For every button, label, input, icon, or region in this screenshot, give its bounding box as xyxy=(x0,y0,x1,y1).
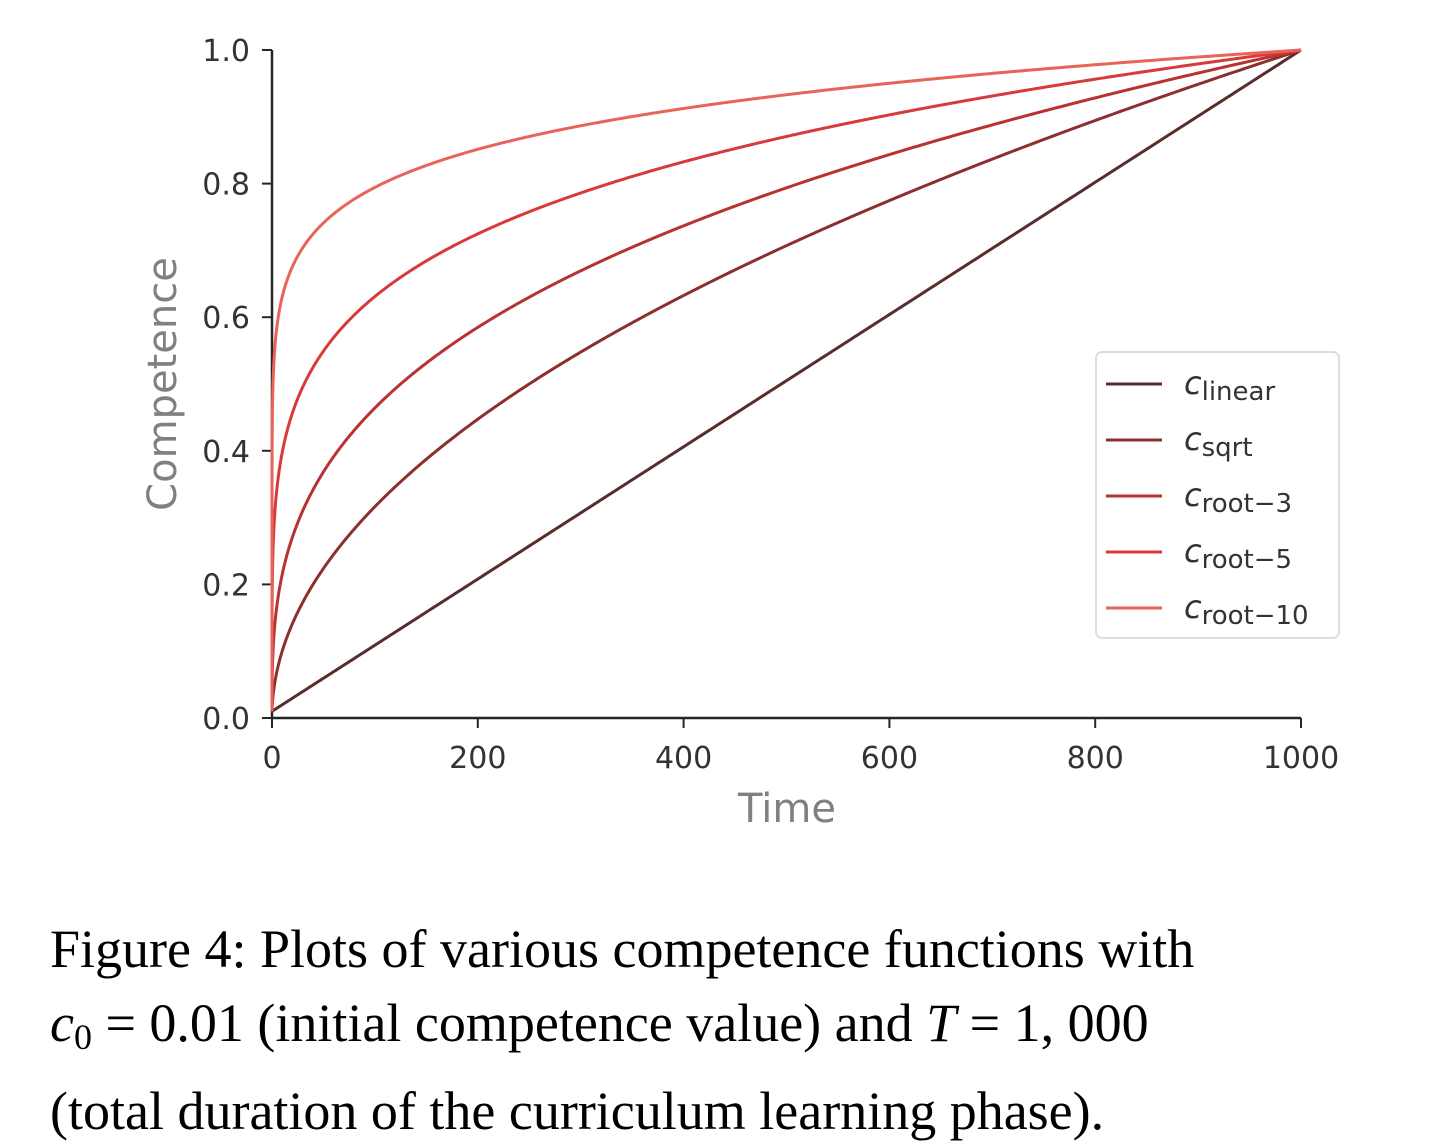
x-tick-label: 0 xyxy=(262,741,281,776)
y-tick-label: 0.2 xyxy=(202,568,250,603)
x-tick-label: 800 xyxy=(1067,741,1124,776)
caption-line-1: Figure 4: Plots of various competence fu… xyxy=(50,919,1195,979)
y-tick-label: 1.0 xyxy=(202,34,250,69)
legend-label-root−3: croot−3 xyxy=(1184,476,1292,519)
series-line-root−3 xyxy=(270,48,1302,712)
x-tick-label: 400 xyxy=(655,741,712,776)
series-line-linear xyxy=(270,48,1302,713)
series-line-sqrt xyxy=(270,48,1302,712)
ticks: 0 200 400 600 800 1000 0.0 0.2 0.4 0.6 0.8 1.0 xyxy=(202,34,1339,776)
legend-label-root−5: croot−5 xyxy=(1184,532,1292,575)
x-tick-label: 200 xyxy=(449,741,506,776)
series-line-root−5 xyxy=(270,48,1302,712)
y-tick-label: 0.8 xyxy=(202,168,250,203)
x-axis-title: Time xyxy=(737,786,836,832)
competence-chart: 0 200 400 600 800 1000 0.0 0.2 0.4 0.6 0.8 1.0 Time… xyxy=(140,34,1340,832)
y-tick-label: 0.4 xyxy=(202,435,250,470)
legend-label-root−10: croot−10 xyxy=(1184,588,1309,631)
legend-label-linear: clinear xyxy=(1184,364,1275,407)
x-tick-label: 600 xyxy=(861,741,918,776)
legend: clinear csqrt croot−3 croot−5 croot−10 xyxy=(1095,351,1340,639)
legend-box xyxy=(1095,351,1340,639)
series-line-root−10 xyxy=(270,48,1302,712)
y-axis-title: Competence xyxy=(140,257,186,511)
y-tick-label: 0.0 xyxy=(202,702,250,737)
caption-c0: c0 xyxy=(50,993,92,1057)
figure-caption: Figure 4: Plots of various competence fu… xyxy=(50,912,1440,1148)
x-tick-label: 1000 xyxy=(1263,741,1339,776)
series-lines xyxy=(270,48,1302,713)
caption-line-2: c0 = 0.01 (initial competence value) and… xyxy=(50,993,1149,1057)
caption-T: T xyxy=(926,993,957,1053)
caption-line-3: (total duration of the curriculum learni… xyxy=(50,1081,1105,1141)
legend-label-sqrt: csqrt xyxy=(1184,420,1253,463)
y-tick-label: 0.6 xyxy=(202,301,250,336)
